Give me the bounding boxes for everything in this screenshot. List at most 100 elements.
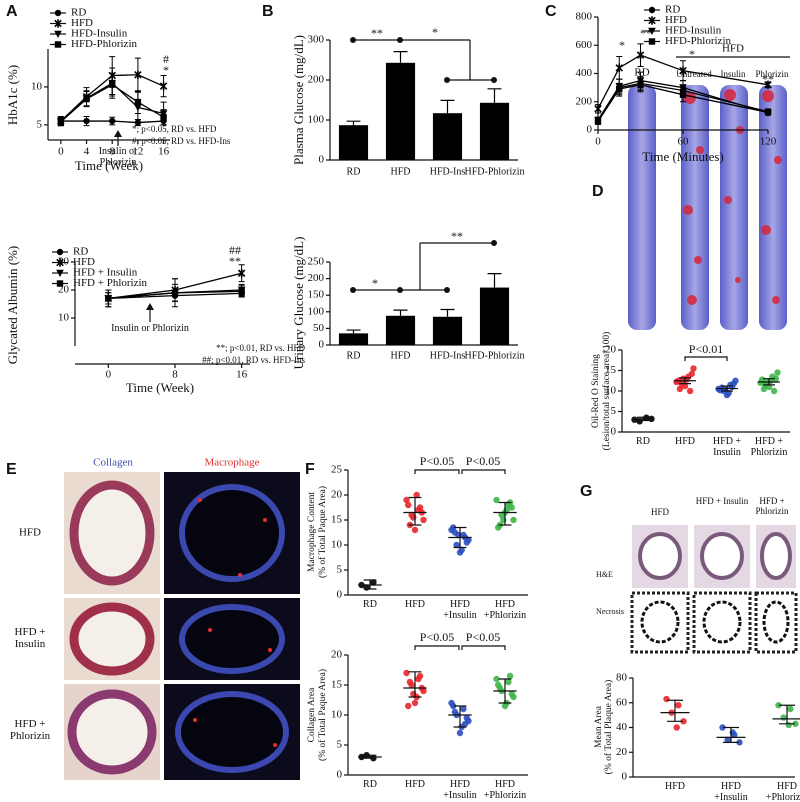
marker (764, 109, 772, 116)
x-tick-label: RD (636, 436, 650, 447)
x-tick-label-box: HFD + Phlorizin (751, 436, 788, 458)
y-axis-label: Mean Area (594, 705, 604, 748)
point (416, 504, 424, 511)
point (406, 678, 414, 686)
x-tick-label: 12 (132, 146, 143, 158)
image-label: Necrosis (596, 607, 624, 616)
point (411, 699, 419, 707)
x-tick-label: HFD +Insulin (443, 779, 477, 801)
error-bar (393, 309, 408, 316)
x-tick-label: 16 (158, 146, 170, 158)
x-tick-label-box: RD (636, 436, 650, 447)
image-label: Macrophage (205, 457, 260, 469)
x-tick-label: HFD (404, 779, 425, 790)
y-tick-label: 60 (616, 696, 628, 708)
whisker (762, 378, 776, 386)
image-label: Collagen (93, 457, 133, 469)
x-tick-label: 8 (172, 369, 178, 381)
point (508, 504, 515, 511)
annotation: ** (229, 254, 241, 268)
y-axis-label: Glycated Albumin (%) (5, 246, 20, 364)
marker (679, 66, 687, 75)
panel-letter: F (305, 461, 315, 478)
annotation: Insulin or Phlorizin (111, 323, 189, 334)
error-bar (440, 308, 455, 317)
error-bar (487, 88, 502, 103)
image-label: HFD + Insulin (695, 497, 749, 506)
marker (764, 80, 772, 89)
bar (432, 316, 463, 345)
y-tick-label: 20 (58, 284, 70, 296)
x-tick-label: HFD + Insulin (712, 436, 742, 458)
image-label: HFD + Insulin (14, 626, 46, 651)
image-group-label: HFD (722, 43, 744, 55)
x-tick-label-box: RD (363, 599, 377, 610)
panel-letter: D (592, 183, 604, 200)
point (723, 391, 731, 399)
point (688, 370, 695, 377)
x-axis-label: Time (Minutes) (642, 149, 724, 164)
y-tick-label: 0 (319, 339, 325, 351)
y-tick-label: 25 (331, 464, 343, 476)
point (413, 491, 420, 499)
y-tick-label: 100 (308, 114, 325, 126)
annotation: ** (762, 72, 774, 86)
legend-label: HFD + Insulin (73, 267, 138, 279)
point (631, 416, 638, 423)
annotation: P<0.05 (466, 454, 500, 468)
point (636, 418, 643, 425)
whisker (722, 726, 740, 743)
x-tick-label: 16 (236, 369, 248, 381)
aorta-images: RD HFD Untreated Insulin Phlorizin (628, 43, 790, 330)
annotation: * (432, 25, 438, 39)
x-tick-label-box: HFD +Insulin (714, 781, 747, 802)
y-axis-label: (% of Total Plaque Area) (603, 680, 614, 775)
panel-letter: B (262, 3, 274, 20)
point (510, 516, 517, 524)
y-tick-label: 150 (308, 289, 325, 301)
x-tick-label: HFD +Phlorizin (483, 779, 527, 801)
annotation: ** (640, 26, 652, 40)
marker (648, 38, 656, 45)
point (495, 681, 502, 689)
whisker (636, 416, 650, 422)
point (772, 375, 779, 382)
x-tick-label: 8 (109, 146, 115, 158)
marker (160, 114, 167, 121)
marker (54, 30, 62, 38)
y-tick-label: 80 (616, 672, 628, 684)
y-tick-label: 10 (31, 80, 43, 92)
y-tick-label: 0 (319, 154, 325, 166)
point (663, 695, 670, 703)
x-tick-label: HFD-Phlorizin (465, 350, 525, 361)
image-label: HFD (651, 507, 670, 517)
y-tick-label: 10 (58, 312, 70, 324)
point (460, 705, 467, 713)
point (724, 736, 731, 744)
y-axis-label: Plasma Glucose (mg/dL) (291, 35, 306, 165)
point (493, 496, 500, 504)
x-tick-label-box: HFD (665, 781, 685, 792)
marker (679, 91, 687, 98)
point (736, 739, 743, 746)
point (405, 702, 412, 710)
point (456, 729, 464, 737)
x-axis-label: Time (Week) (126, 380, 194, 395)
point (506, 672, 514, 680)
panel-letter: G (580, 483, 592, 500)
y-tick-label: 30 (58, 256, 70, 268)
annotation: * (372, 276, 378, 290)
point (370, 579, 377, 586)
x-tick-label-box: HFD (404, 599, 425, 610)
y-tick-label: 5 (337, 739, 343, 751)
x-tick-label: HFD (404, 599, 425, 610)
point (719, 724, 726, 731)
annotation: * (163, 63, 169, 77)
y-tick-label: 0 (622, 771, 628, 783)
x-tick-label: 0 (58, 146, 64, 158)
point (681, 382, 689, 390)
annotation: **; p<0.01, RD vs. HFD (216, 343, 305, 353)
marker (54, 9, 62, 17)
x-axis-label: Time (Week) (75, 158, 143, 173)
legend-label: HFD-Phlorizin (71, 38, 138, 50)
